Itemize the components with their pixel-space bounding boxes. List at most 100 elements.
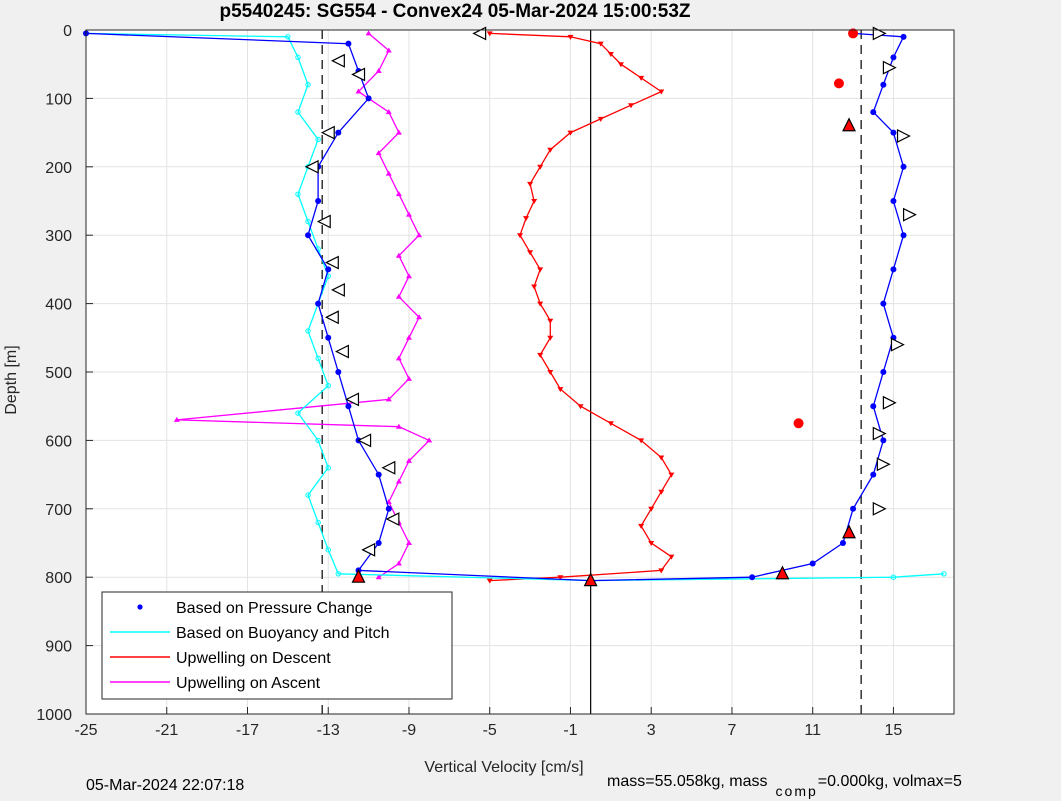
dive-triangle-marker <box>316 214 331 229</box>
y-tick-label: 100 <box>45 91 72 108</box>
series-based-on-pressure-change-point <box>880 300 887 307</box>
x-tick-label: 7 <box>728 722 737 739</box>
series-based-on-pressure-change-point <box>325 266 332 273</box>
series-based-on-pressure-change-point <box>375 471 382 478</box>
dive-triangle-marker <box>872 501 887 516</box>
series-upwelling-on-ascent-point <box>385 396 392 402</box>
series-upwelling-on-descent-point <box>577 404 584 410</box>
series-based-on-pressure-change-point <box>890 198 897 204</box>
series-upwelling-on-descent-point <box>537 352 544 358</box>
x-tick-label: -25 <box>74 722 97 739</box>
series-upwelling-on-descent-point <box>547 335 554 341</box>
red-dot-marker <box>848 28 859 39</box>
series-upwelling-on-ascent-point <box>395 293 402 299</box>
series-upwelling-on-ascent-point <box>416 314 423 320</box>
footer-mass-info: mass=55.058kg, mass comp=0.000kg, volmax=… <box>607 773 962 799</box>
footer-mass-subscript: comp <box>776 783 818 799</box>
series-based-on-pressure-change-point <box>325 334 332 341</box>
dive-triangle-marker <box>324 310 339 325</box>
series-upwelling-on-ascent-point <box>395 252 402 258</box>
series-upwelling-on-ascent-point <box>385 47 392 53</box>
series-based-on-pressure-change-point <box>900 232 907 239</box>
series-upwelling-on-descent-point <box>567 34 574 40</box>
series-upwelling-on-ascent-point <box>375 68 382 74</box>
series-upwelling-on-descent-point <box>527 250 534 256</box>
dive-triangle-marker <box>304 159 319 174</box>
series-based-on-pressure-change-point <box>385 505 392 512</box>
series-upwelling-on-descent-point <box>537 267 544 273</box>
series-upwelling-on-descent-point <box>537 301 544 307</box>
series-upwelling-on-ascent-point <box>375 150 382 156</box>
dive-triangle-marker <box>324 255 339 270</box>
series-based-on-buoyancy-and-pitch-point <box>325 465 331 471</box>
series-upwelling-on-ascent-point <box>405 375 412 381</box>
x-tick-label: -17 <box>236 722 259 739</box>
x-tick-label: -13 <box>317 722 340 739</box>
climb-triangle-marker <box>351 568 366 583</box>
dive-triangle-marker <box>872 426 887 441</box>
x-tick-label: 11 <box>804 722 821 739</box>
series-based-on-pressure-change-point <box>335 129 342 136</box>
series-based-on-pressure-change-point <box>345 403 352 410</box>
series-upwelling-on-descent-point <box>557 387 564 393</box>
footer-timestamp: 05-Mar-2024 22:07:18 <box>86 777 244 794</box>
series-upwelling-on-ascent-point <box>395 355 402 361</box>
y-tick-label: 400 <box>45 297 72 314</box>
series-based-on-buoyancy-and-pitch-point <box>315 519 321 526</box>
series-upwelling-on-ascent-point <box>416 232 423 238</box>
dive-triangle-marker <box>361 542 376 557</box>
series-based-on-pressure-change-point <box>900 163 907 170</box>
series-upwelling-on-descent-point <box>567 130 574 136</box>
series-based-on-buoyancy-and-pitch-point <box>295 109 301 115</box>
series-based-on-pressure-change-point <box>345 40 352 47</box>
x-tick-label: -21 <box>155 722 178 739</box>
series-upwelling-on-ascent-point <box>405 211 412 217</box>
series-upwelling-on-descent-point <box>658 568 665 574</box>
y-tick-label: 1000 <box>36 707 72 724</box>
x-tick-label: -9 <box>402 722 416 739</box>
climb-triangle-marker <box>583 572 598 587</box>
series-based-on-pressure-change-point <box>880 81 887 88</box>
series-upwelling-on-descent-point <box>547 370 554 375</box>
series-based-on-buoyancy-and-pitch-point <box>305 82 311 88</box>
y-tick-label: 700 <box>45 502 72 519</box>
legend-entry-descent: Upwelling on Descent <box>110 650 331 667</box>
series-based-on-buoyancy-and-pitch-point <box>335 571 342 577</box>
series-upwelling-on-descent-point <box>547 318 554 324</box>
series-based-on-buoyancy-and-pitch-point <box>325 547 331 553</box>
series-based-on-pressure-change-point <box>749 574 756 581</box>
dive-triangle-marker <box>882 60 897 75</box>
series-based-on-buoyancy-and-pitch-point <box>315 136 321 143</box>
dive-triangle-marker <box>345 392 360 407</box>
series-upwelling-on-ascent-point <box>395 191 402 197</box>
series-based-on-buoyancy-and-pitch-point <box>325 382 331 389</box>
series-based-on-pressure-change-point <box>839 540 846 546</box>
series-upwelling-on-descent-point <box>638 75 645 81</box>
dive-triangle-marker <box>320 125 335 140</box>
dive-triangle-marker <box>385 512 400 527</box>
series-based-on-pressure-change-point <box>305 232 312 239</box>
legend: Based on Pressure Change Based on Buoyan… <box>101 591 453 700</box>
series-upwelling-on-ascent-point <box>395 423 402 429</box>
series-upwelling-on-descent-point <box>628 103 635 109</box>
series-upwelling-on-ascent-point <box>395 560 402 566</box>
climb-triangle-marker <box>775 565 790 580</box>
legend-swatch-pressure <box>137 604 143 610</box>
series-upwelling-on-ascent-point <box>405 540 412 545</box>
series-upwelling-on-descent-point <box>527 181 534 187</box>
series-upwelling-on-ascent-point <box>385 109 392 115</box>
dive-triangle-marker <box>902 207 917 222</box>
series-based-on-buoyancy-and-pitch-line <box>85 32 944 582</box>
series-upwelling-on-descent-point <box>658 455 665 461</box>
series-upwelling-on-descent-point <box>668 472 675 478</box>
y-tick-label: 300 <box>45 228 72 245</box>
y-tick-label: 0 <box>63 23 72 40</box>
series-upwelling-on-descent-point <box>517 233 523 239</box>
x-tick-label: -1 <box>563 722 577 739</box>
series-upwelling-on-descent-point <box>537 164 544 170</box>
series-based-on-buoyancy-and-pitch-point <box>295 410 301 416</box>
climb-triangle-marker <box>842 117 857 132</box>
series-upwelling-on-descent-point <box>486 31 493 37</box>
series-based-on-buoyancy-and-pitch-point <box>295 191 301 197</box>
